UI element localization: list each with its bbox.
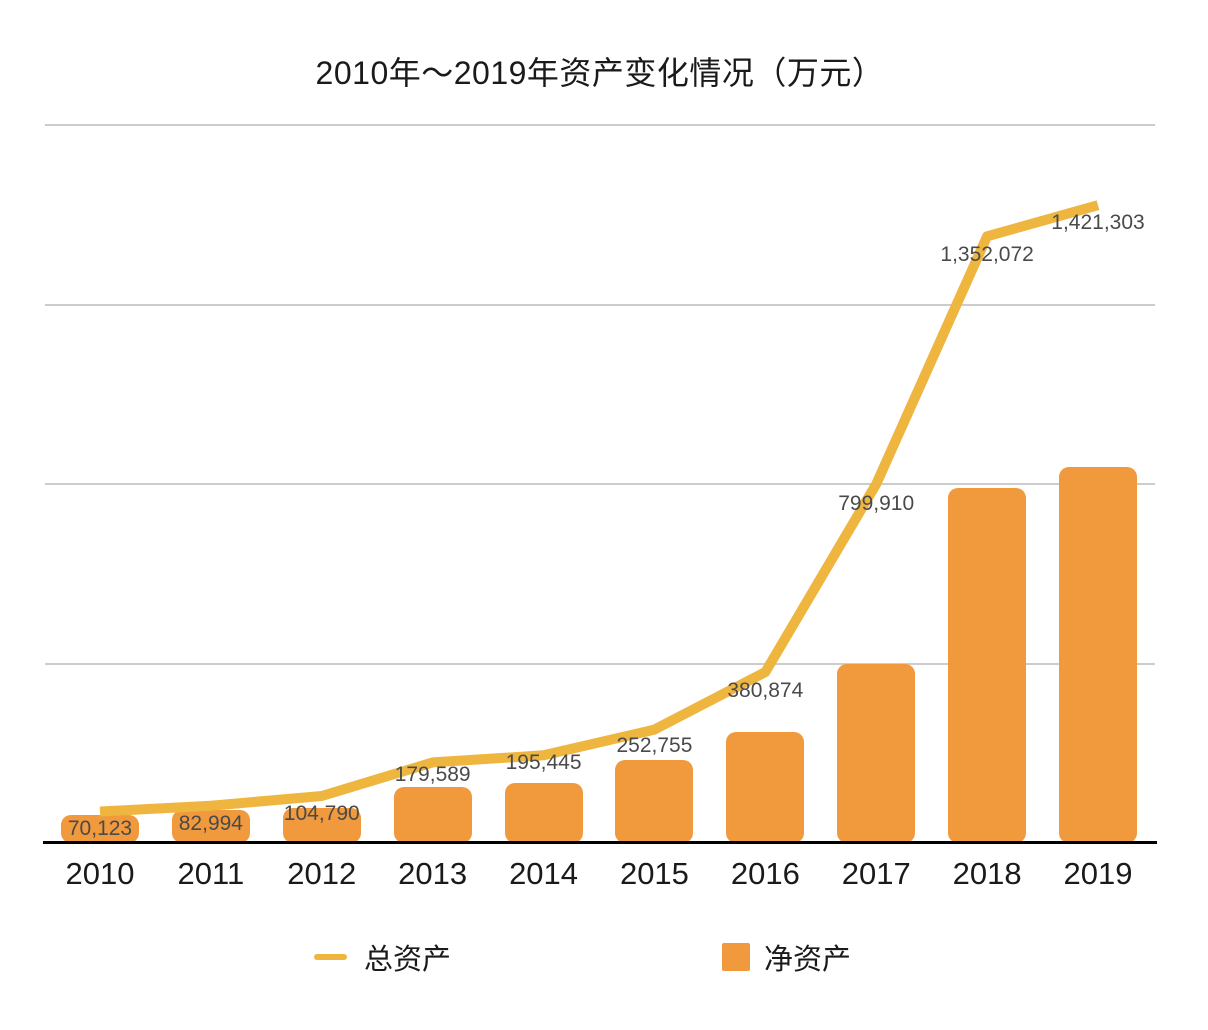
x-axis-label-2012: 2012 bbox=[287, 856, 357, 891]
data-label-2011: 82,994 bbox=[178, 811, 243, 835]
plot-area: 70,123 82,994 104,790 179,589 195,445 252,755… bbox=[43, 124, 1157, 844]
data-label-2016: 380,874 bbox=[727, 679, 804, 703]
line-swatch-icon bbox=[314, 954, 347, 960]
data-label-2010: 70,123 bbox=[67, 816, 133, 840]
x-axis-label-2011: 2011 bbox=[177, 856, 245, 891]
bar-2014 bbox=[504, 782, 583, 843]
gridline bbox=[45, 662, 1155, 665]
bar-2015 bbox=[615, 759, 694, 843]
bar-2018 bbox=[948, 488, 1027, 843]
gridline bbox=[45, 483, 1155, 485]
bar-2016 bbox=[726, 731, 805, 843]
chart-title: 2010年～2019年资产变化情况（万元） bbox=[315, 55, 885, 91]
x-axis-label-2016: 2016 bbox=[730, 856, 800, 891]
bar-swatch-icon bbox=[722, 943, 750, 971]
data-label-2018: 1,352,072 bbox=[940, 243, 1034, 267]
data-label-2014: 195,445 bbox=[505, 751, 582, 775]
bar-2013 bbox=[393, 786, 472, 843]
x-axis-line bbox=[43, 841, 1157, 844]
gridline bbox=[45, 124, 1155, 126]
x-axis-label-2015: 2015 bbox=[619, 856, 689, 891]
data-label-2013: 179,589 bbox=[394, 763, 471, 787]
x-axis-label-2010: 2010 bbox=[65, 856, 135, 891]
bar-2010 bbox=[61, 815, 139, 843]
data-label-2012: 104,790 bbox=[283, 801, 360, 825]
bar-2019 bbox=[1059, 466, 1137, 843]
x-axis-label-2018: 2018 bbox=[952, 856, 1022, 891]
total-assets-polyline bbox=[99, 200, 1100, 817]
bar-2011 bbox=[171, 810, 250, 843]
bar-2012 bbox=[282, 807, 361, 843]
legend-item-total-assets: 总资产 bbox=[314, 934, 451, 980]
data-label-2015: 252,755 bbox=[616, 733, 693, 757]
data-label-2019: 1,421,303 bbox=[1051, 211, 1145, 235]
x-axis-label-2019: 2019 bbox=[1063, 856, 1133, 891]
legend-label-total-assets: 总资产 bbox=[364, 944, 452, 976]
legend-item-net-assets: 净资产 bbox=[722, 934, 851, 980]
x-axis-label-2014: 2014 bbox=[509, 856, 579, 891]
legend-label-net-assets: 净资产 bbox=[764, 944, 852, 976]
data-label-2017: 799,910 bbox=[838, 492, 915, 516]
x-axis-label-2013: 2013 bbox=[398, 856, 468, 891]
bar-2017 bbox=[837, 663, 916, 843]
total-assets-line bbox=[99, 200, 1100, 817]
x-axis-label-2017: 2017 bbox=[841, 856, 911, 891]
gridline bbox=[45, 303, 1155, 306]
